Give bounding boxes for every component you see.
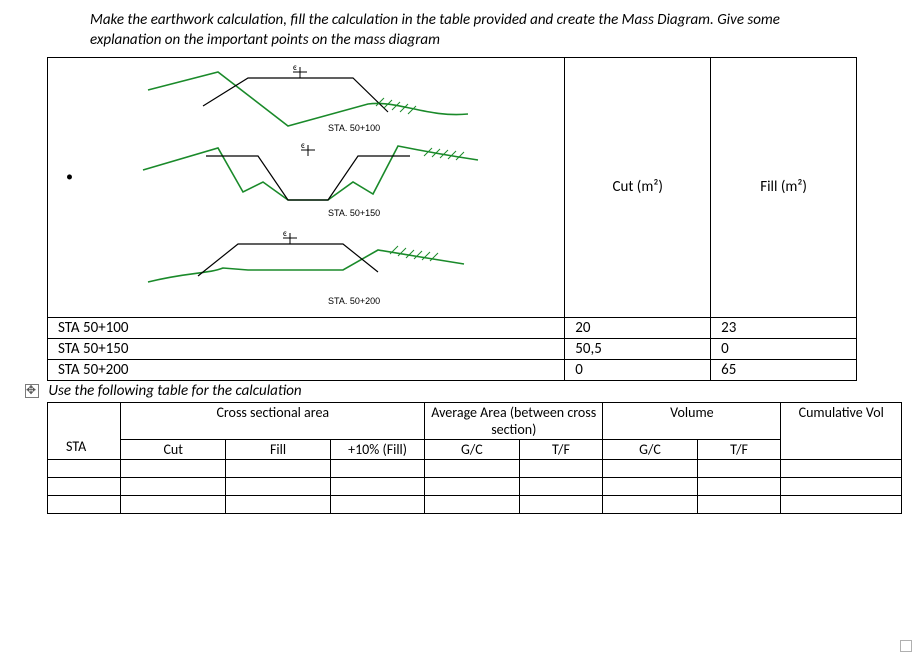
header-tf-vol: T/F (697, 439, 781, 459)
table-row: STA 50+200 0 65 (48, 359, 857, 380)
sketch-sta-50-200: ͼ (138, 230, 468, 305)
table-row: STA 50+150 50,5 0 (48, 338, 857, 359)
cross-section-data-table: • ͼ STA. 50+100 (47, 57, 857, 381)
table-row: STA 50+100 20 23 (48, 317, 857, 338)
svg-text:ͼ: ͼ (293, 64, 297, 73)
calculation-table: STA Cross sectional area Average Area (b… (47, 402, 902, 514)
header-volume: Volume (603, 402, 781, 439)
svg-text:ͼ: ͼ (283, 230, 287, 239)
cross-section-sketches-cell: • ͼ STA. 50+100 (48, 57, 565, 317)
table-row (48, 477, 902, 495)
sta-cell: STA 50+150 (48, 338, 565, 359)
header-cut: Cut (m²) (565, 57, 711, 317)
header-fill: Fill (226, 439, 331, 459)
sta-label-1: STA. 50+100 (328, 123, 380, 133)
sketch-sta-50-150: ͼ (138, 142, 498, 222)
sketch-sta-50-100: ͼ (138, 64, 468, 139)
header-cross-sectional-area: Cross sectional area (121, 402, 425, 439)
sta-label-3: STA. 50+200 (328, 296, 380, 306)
header-gc-avg: G/C (425, 439, 519, 459)
header-average-area: Average Area (between cross section) (425, 402, 603, 439)
header-cut: Cut (121, 439, 226, 459)
table-row (48, 459, 902, 477)
cut-cell: 50,5 (565, 338, 711, 359)
fill-cell: 0 (711, 338, 857, 359)
table-row (48, 495, 902, 513)
header-gc-vol: G/C (603, 439, 697, 459)
header-plus10-fill: +10% (Fill) (330, 439, 424, 459)
resize-corner-icon[interactable] (900, 640, 912, 652)
cut-cell: 0 (565, 359, 711, 380)
header-cumulative-vol: Cumulative Vol (781, 402, 902, 459)
use-table-text: Use the following table for the calculat… (48, 382, 301, 400)
header-sta: STA (48, 402, 121, 459)
bullet-point: • (66, 168, 73, 185)
cut-cell: 20 (565, 317, 711, 338)
sta-cell: STA 50+200 (48, 359, 565, 380)
table-move-handle-icon[interactable] (25, 384, 39, 398)
fill-cell: 23 (711, 317, 857, 338)
sta-cell: STA 50+100 (48, 317, 565, 338)
header-tf-avg: T/F (519, 439, 603, 459)
use-table-instruction: Use the following table for the calculat… (47, 382, 920, 400)
sta-label-2: STA. 50+150 (328, 208, 380, 218)
instruction-text: Make the earthwork calculation, fill the… (90, 10, 830, 51)
fill-cell: 65 (711, 359, 857, 380)
svg-text:ͼ: ͼ (301, 142, 305, 151)
header-fill: Fill (m²) (711, 57, 857, 317)
